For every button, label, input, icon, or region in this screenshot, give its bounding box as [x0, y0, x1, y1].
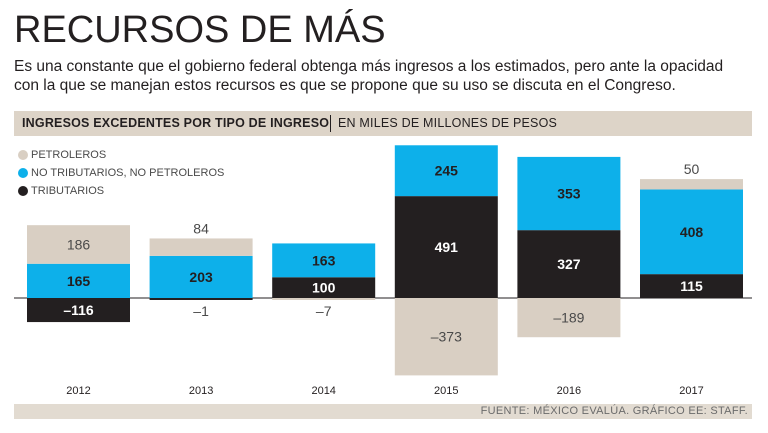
bar-no_tributarios-2016 — [517, 156, 621, 231]
chart-header: INGRESOS EXCEDENTES POR TIPO DE INGRESO … — [14, 111, 752, 136]
subtitle-line-1: Es una constante que el gobierno federal… — [14, 58, 724, 75]
bar-tributarios-2017 — [640, 274, 743, 298]
legend-dot-petroleros — [18, 150, 28, 160]
x-tick-label-2017: 2017 — [679, 385, 703, 397]
bar-tributarios-2012 — [27, 298, 130, 323]
data-label-no_tributarios-2015: 245 — [435, 163, 459, 179]
bar-petroleros-2014 — [272, 298, 376, 300]
data-label-outside-2013: –1 — [193, 303, 209, 319]
page-title: RECURSOS DE MÁS — [14, 9, 386, 51]
data-label-petroleros-2016: –189 — [553, 310, 584, 326]
x-tick-label-2016: 2016 — [557, 385, 581, 397]
subtitle-line-2: con la que se manejan estos recursos es … — [14, 77, 676, 94]
footer-bar: FUENTE: MÉXICO EVALÚA. GRÁFICO EE: STAFF… — [14, 404, 752, 419]
source-credit: FUENTE: MÉXICO EVALÚA. GRÁFICO EE: STAFF… — [480, 405, 748, 417]
legend-item-tributarios: TRIBUTARIOS — [18, 182, 224, 200]
data-label-tributarios-2012: –116 — [63, 302, 94, 318]
chart-title: INGRESOS EXCEDENTES POR TIPO DE INGRESO — [22, 116, 330, 130]
legend-label-petroleros: PETROLEROS — [31, 149, 107, 161]
bar-petroleros-2012 — [27, 225, 130, 264]
x-tick-label-2015: 2015 — [434, 385, 458, 397]
bar-tributarios-2014 — [272, 277, 376, 298]
legend-label-no-tributarios: NO TRIBUTARIOS, NO PETROLEROS — [31, 167, 225, 179]
bar-petroleros-2015 — [394, 298, 498, 376]
data-label-no_tributarios-2017: 408 — [680, 224, 704, 240]
data-label-no_tributarios-2013: 203 — [189, 269, 213, 285]
bar-no_tributarios-2012 — [27, 263, 130, 298]
bar-no_tributarios-2014 — [272, 243, 376, 278]
data-label-no_tributarios-2012: 165 — [67, 273, 91, 289]
bar-no_tributarios-2017 — [640, 189, 743, 275]
data-label-petroleros-2014: –7 — [316, 303, 332, 319]
bar-petroleros-2013 — [149, 238, 253, 256]
bar-tributarios-2016 — [517, 230, 621, 298]
data-label-petroleros-2013: 84 — [193, 220, 209, 236]
data-label-tributarios-2017: 115 — [680, 278, 703, 294]
bar-petroleros-2017 — [640, 179, 743, 190]
bar-no_tributarios-2015 — [394, 145, 498, 197]
header-separator — [330, 115, 331, 132]
legend-dot-tributarios — [18, 186, 28, 196]
bar-no_tributarios-2013 — [149, 255, 253, 298]
data-label-petroleros-2017: 50 — [684, 161, 700, 177]
data-label-no_tributarios-2016: 353 — [557, 186, 581, 202]
data-label-tributarios-2016: 327 — [557, 256, 581, 272]
subtitle: Es una constante que el gobierno federal… — [14, 57, 754, 95]
bar-tributarios-2015 — [394, 196, 498, 298]
data-label-no_tributarios-2014: 163 — [312, 252, 336, 268]
data-label-tributarios-2014: 100 — [312, 280, 336, 296]
bar-tributarios-2013 — [149, 298, 253, 300]
x-tick-label-2012: 2012 — [66, 385, 90, 397]
x-tick-label-2014: 2014 — [311, 385, 335, 397]
legend-dot-no-tributarios — [18, 168, 28, 178]
legend-label-tributarios: TRIBUTARIOS — [31, 185, 105, 197]
bar-petroleros-2016 — [517, 298, 621, 338]
chart-unit-label: EN MILES DE MILLONES DE PESOS — [338, 116, 558, 130]
legend-item-petroleros: PETROLEROS — [18, 146, 224, 164]
data-label-petroleros-2015: –373 — [431, 329, 462, 345]
x-tick-label-2013: 2013 — [189, 385, 213, 397]
legend-item-no-tributarios: NO TRIBUTARIOS, NO PETROLEROS — [18, 164, 224, 182]
data-label-tributarios-2015: 491 — [435, 239, 459, 255]
legend: PETROLEROS NO TRIBUTARIOS, NO PETROLEROS… — [18, 146, 224, 200]
data-label-petroleros-2012: 186 — [67, 236, 91, 252]
